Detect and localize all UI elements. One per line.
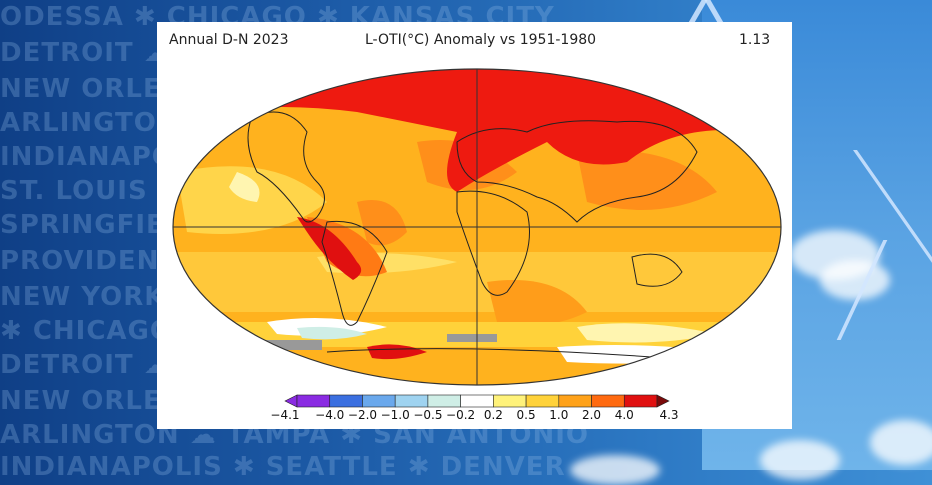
colorbar-tick-label: −1.0 <box>380 408 410 422</box>
bg-city-row: INDIANAPOLIS ✱ SEATTLE ✱ DENVER <box>0 452 566 482</box>
world-map <box>172 68 782 408</box>
cloud <box>870 420 932 465</box>
anomaly-field <box>173 69 781 385</box>
colorbar-swatch <box>623 394 658 408</box>
cloud <box>760 440 840 480</box>
colorbar-swatch <box>525 394 560 408</box>
map-title-main: L-OTI(°C) Anomaly vs 1951-1980 <box>365 32 597 48</box>
colorbar-swatch <box>493 394 527 408</box>
anomaly-map-panel: Annual D-N 2023 L-OTI(°C) Anomaly vs 195… <box>157 22 792 429</box>
colorbar-tick-label: −4.1 <box>270 408 300 422</box>
colorbar-tick-label: −2.0 <box>347 408 378 422</box>
colorbar-swatch <box>427 394 461 408</box>
colorbar-tick-label: 0.2 <box>483 408 503 422</box>
colorbar-arrow-left <box>284 394 298 408</box>
colorbar-arrow-right <box>656 394 670 408</box>
colorbar-swatch <box>591 394 625 408</box>
colorbar <box>284 394 670 408</box>
map-title-period: Annual D-N 2023 <box>169 32 289 48</box>
colorbar-swatch <box>362 394 396 408</box>
colorbar-tick-label: 0.5 <box>516 408 536 422</box>
cloud <box>820 260 890 300</box>
map-title-global-mean: 1.13 <box>739 32 771 48</box>
colorbar-swatch <box>460 394 494 408</box>
colorbar-tick-label: 2.0 <box>581 408 602 422</box>
colorbar-swatch <box>394 394 429 408</box>
colorbar-tick-label: 4.3 <box>659 408 679 422</box>
colorbar-labels: −4.1 −4.0 −2.0 −1.0 −0.5 −0.2 0.2 0.5 1.0 2.0 4.0 4… <box>270 408 679 424</box>
colorbar-tick-label: −4.0 <box>315 408 345 422</box>
cloud <box>570 455 660 485</box>
colorbar-tick-label: −0.5 <box>413 408 443 422</box>
colorbar-tick-label: 4.0 <box>614 408 634 422</box>
colorbar-tick-label: −0.2 <box>446 408 476 422</box>
colorbar-swatch <box>329 394 363 408</box>
colorbar-tick-label: 1.0 <box>549 408 569 422</box>
colorbar-swatch <box>558 394 592 408</box>
colorbar-swatch <box>296 394 331 408</box>
